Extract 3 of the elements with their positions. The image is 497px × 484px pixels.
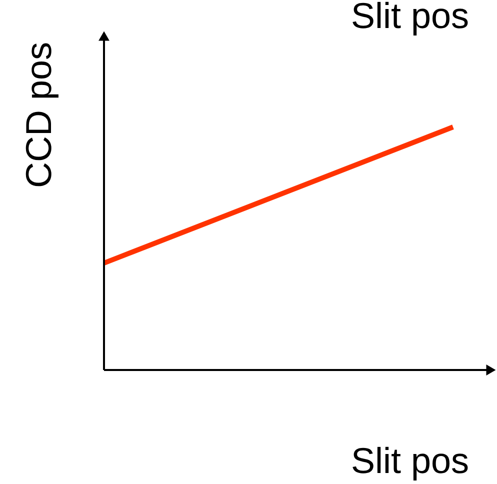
y-axis-title: CCD pos [18, 42, 59, 188]
text: Slit pos [350, 0, 470, 36]
x-axis-title: Slit pos [350, 440, 470, 481]
